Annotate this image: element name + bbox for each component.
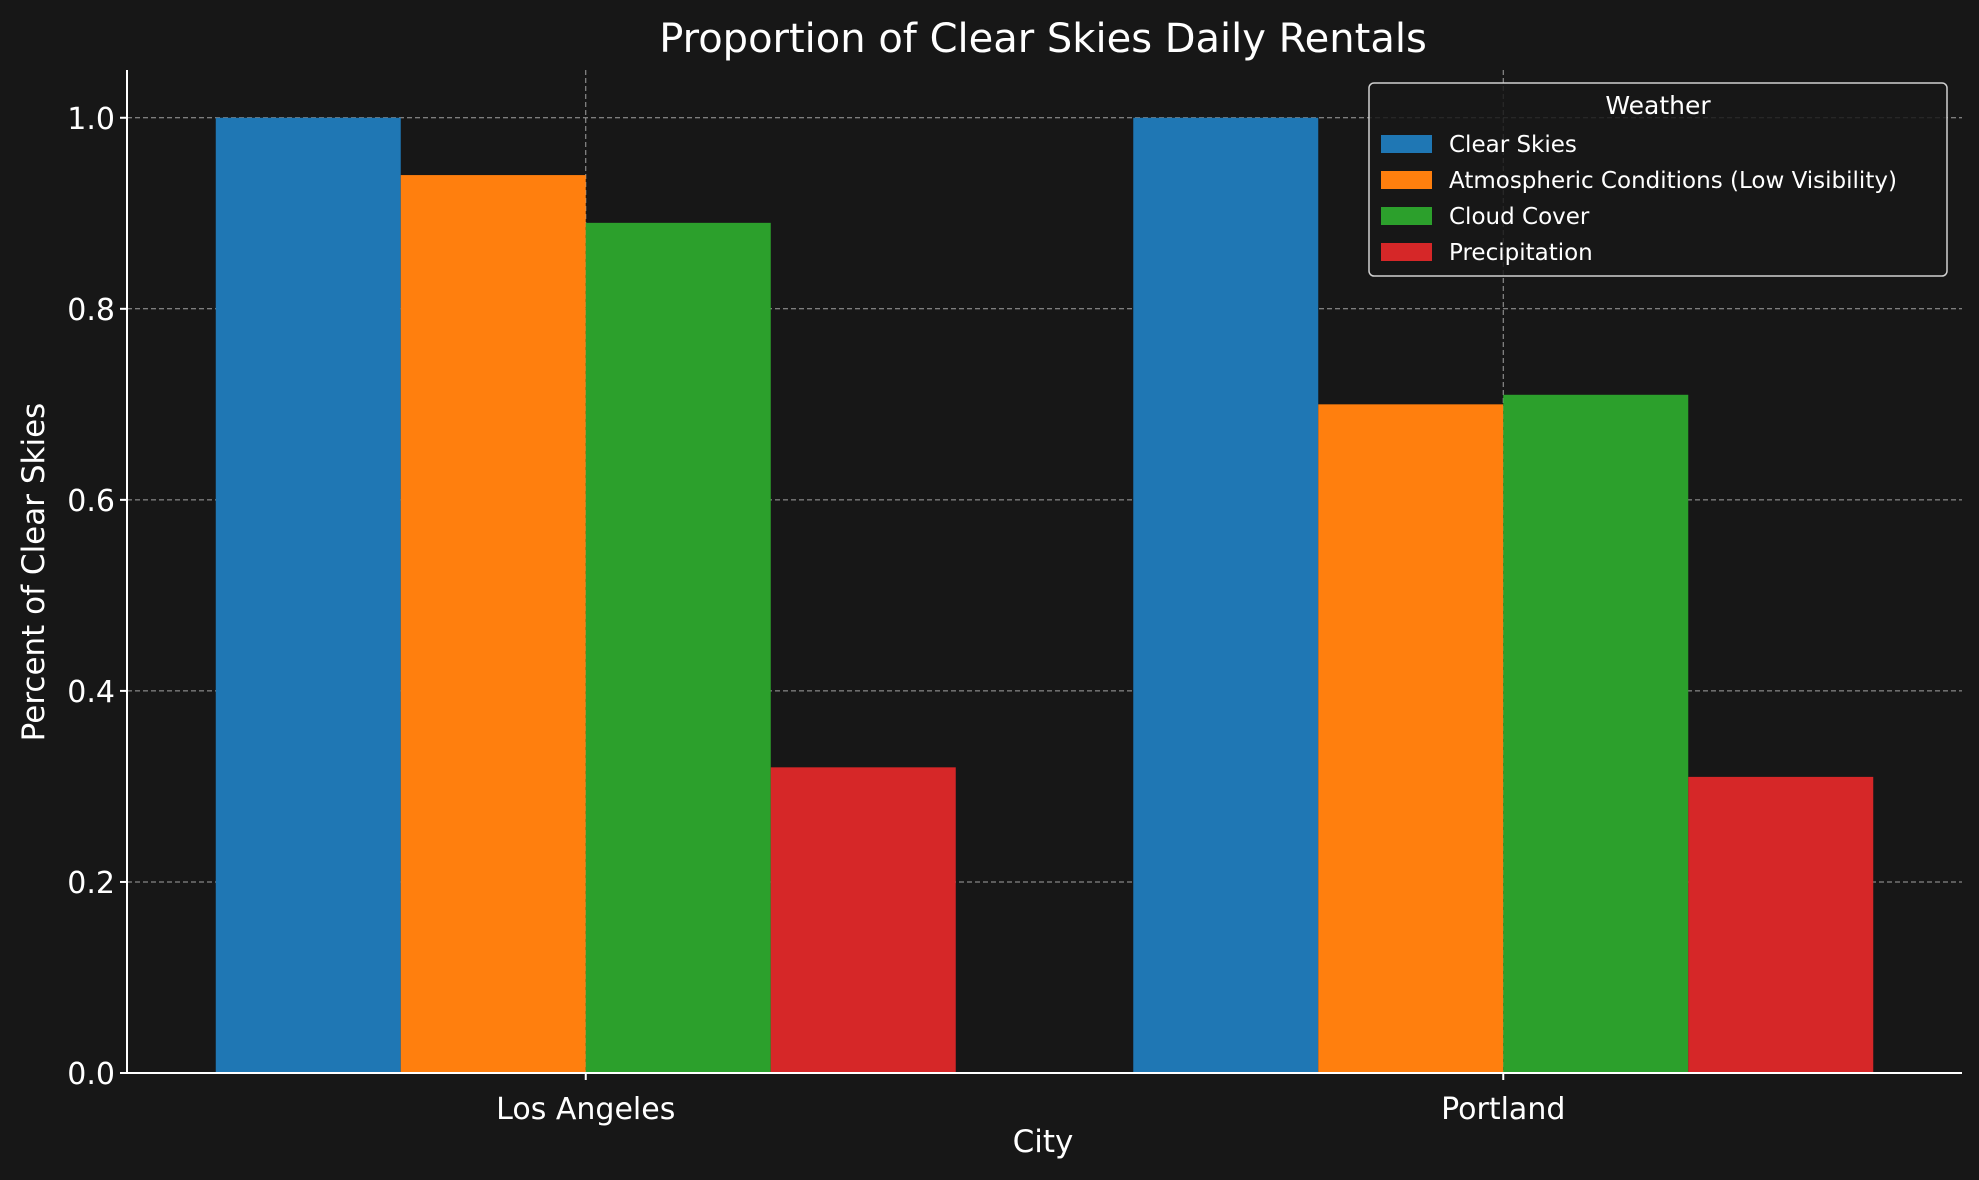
y-tick-label: 0.4: [67, 675, 115, 710]
legend-title: Weather: [1605, 91, 1711, 120]
bar: [1318, 404, 1504, 1073]
y-tick-label: 0.2: [67, 866, 115, 901]
legend: Weather Clear Skies Atmospheric Conditions…: [1368, 82, 1948, 277]
x-tick-label: Portland: [1441, 1092, 1565, 1127]
legend-entry-label: Precipitation: [1449, 240, 1593, 266]
y-tick-label: 1.0: [67, 102, 115, 137]
y-tick-label: 0.6: [67, 484, 115, 519]
bars: [215, 117, 1874, 1074]
legend-swatch: [1381, 207, 1432, 225]
bar: [215, 117, 401, 1073]
legend-box: [1368, 82, 1948, 277]
bar: [400, 175, 586, 1074]
bar: [585, 222, 771, 1074]
legend-entry-label: Atmospheric Conditions (Low Visibility): [1449, 168, 1897, 194]
bar: [1503, 394, 1689, 1073]
legend-entry-label: Clear Skies: [1449, 132, 1577, 158]
legend-swatch: [1381, 171, 1432, 189]
x-axis-label: City: [1013, 1124, 1074, 1160]
x-tick-label: Los Angeles: [496, 1092, 675, 1127]
bar: [770, 767, 956, 1073]
legend-swatch: [1381, 135, 1432, 153]
y-tick-label: 0.0: [67, 1057, 115, 1092]
legend-entry-label: Cloud Cover: [1449, 204, 1590, 230]
axes: 0.0 0.2 0.4 0.6 0.8 1.0 Los Angeles Portland: [67, 70, 1962, 1127]
y-tick-label: 0.8: [67, 293, 115, 328]
bar: [1688, 776, 1874, 1073]
y-axis-label: Percent of Clear Skies: [16, 403, 52, 742]
chart-title: Proportion of Clear Skies Daily Rentals: [659, 16, 1427, 62]
legend-swatch: [1381, 243, 1432, 261]
bar: [1133, 117, 1319, 1073]
